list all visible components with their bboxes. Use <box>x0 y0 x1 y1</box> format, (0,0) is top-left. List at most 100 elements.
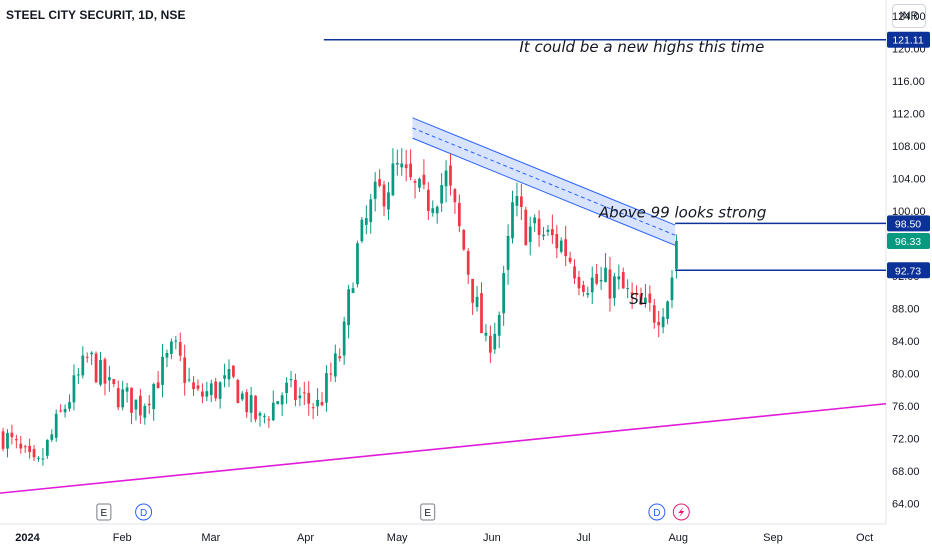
channel-lower-line <box>412 137 676 246</box>
candle-body <box>165 352 169 358</box>
earnings-marker[interactable]: E <box>420 503 436 521</box>
candle-body <box>81 355 85 376</box>
y-tick-label: 84.00 <box>892 336 920 348</box>
candle-body <box>72 375 76 403</box>
candle-body <box>156 382 160 389</box>
candle-body <box>471 278 475 303</box>
dividend-marker[interactable]: D <box>135 503 153 521</box>
candle-body <box>192 382 195 390</box>
candle-body <box>227 369 231 380</box>
level-price-tag <box>887 31 930 48</box>
candle-body <box>19 443 23 449</box>
candle-body <box>267 419 271 421</box>
candle-body <box>178 342 182 356</box>
candle-body <box>103 359 107 384</box>
y-tick-label: 112.00 <box>892 109 925 121</box>
candle-body <box>23 446 27 448</box>
x-tick-label: 2024 <box>15 532 40 544</box>
candle-body <box>329 373 333 375</box>
candle-body <box>333 353 337 377</box>
candle-body <box>404 164 408 169</box>
candle-body <box>626 288 630 290</box>
candle-body <box>85 356 89 358</box>
candle-body <box>409 163 412 178</box>
y-tick-label: 108.00 <box>892 141 926 153</box>
candle-body <box>675 241 678 269</box>
x-tick-label: Mar <box>201 532 220 544</box>
candle-body <box>590 277 594 293</box>
candle-body <box>240 393 244 400</box>
currency-button[interactable]: INR <box>892 4 926 28</box>
earnings-icon-label: E <box>424 508 431 519</box>
x-tick-label: Jul <box>577 532 591 544</box>
candle-body <box>143 406 147 418</box>
x-tick-label: Aug <box>668 532 688 544</box>
candle-body <box>648 293 652 303</box>
x-tick-label: Apr <box>297 532 314 544</box>
y-tick-label: 64.00 <box>892 499 920 511</box>
dividend-icon-label: D <box>140 508 147 519</box>
chart-annotation: It could be a new highs this time <box>519 38 764 56</box>
candle-body <box>670 277 674 301</box>
candle-body <box>546 229 550 232</box>
candle-body <box>604 267 607 282</box>
x-tick-label: Feb <box>113 532 132 544</box>
x-tick-label: Sep <box>763 532 783 544</box>
candle-body <box>582 284 585 292</box>
earnings-icon-label: E <box>101 508 108 519</box>
candle-body <box>639 293 643 305</box>
candle-body <box>125 387 129 392</box>
candle-body <box>502 273 506 314</box>
candle-body <box>573 266 576 279</box>
candle-body <box>453 189 457 203</box>
candle-body <box>537 218 541 236</box>
candle-body <box>289 379 293 381</box>
candle-body <box>121 389 125 408</box>
candle-body <box>652 305 656 323</box>
candle-body <box>59 410 63 412</box>
candle-body <box>214 381 218 399</box>
earnings-marker[interactable]: E <box>96 503 112 521</box>
candle-body <box>134 399 138 410</box>
split-marker[interactable] <box>672 503 690 521</box>
candle-body <box>232 365 235 377</box>
candle-body <box>382 184 386 207</box>
candle-body <box>298 395 302 399</box>
candle-body <box>497 314 501 336</box>
y-tick-label: 80.00 <box>892 369 920 381</box>
candle-body <box>378 179 381 186</box>
candle-body <box>325 373 328 403</box>
dividend-marker[interactable]: D <box>648 503 666 521</box>
candle-body <box>285 382 288 394</box>
dividend-icon <box>648 503 666 521</box>
candle-body <box>302 392 306 394</box>
candle-body <box>116 388 120 408</box>
chart-annotation: Above 99 looks strong <box>598 204 767 222</box>
candle-body <box>249 395 253 413</box>
candle-body <box>258 413 262 416</box>
candle-body <box>130 387 133 413</box>
candle-body <box>577 276 581 289</box>
split-bolt-icon <box>678 507 685 517</box>
candle-body <box>307 392 311 404</box>
candle-body <box>644 297 647 304</box>
candle-body <box>351 288 355 293</box>
candle-body <box>515 196 519 206</box>
dividend-icon-label: D <box>653 508 660 519</box>
candle-body <box>37 457 40 459</box>
candle-body <box>462 229 466 250</box>
candle-body <box>440 185 443 204</box>
candle-body <box>608 269 612 299</box>
channel-upper-line <box>412 117 676 226</box>
y-tick-label: 72.00 <box>892 434 920 446</box>
candle-body <box>1 431 5 449</box>
candle-body <box>387 192 390 210</box>
candle-body <box>524 209 528 246</box>
candle-body <box>316 399 319 407</box>
candle-body <box>373 181 377 199</box>
candle-body <box>41 458 45 460</box>
candle-body <box>475 296 479 308</box>
candle-body <box>338 356 342 359</box>
level-price-tag <box>887 215 930 232</box>
